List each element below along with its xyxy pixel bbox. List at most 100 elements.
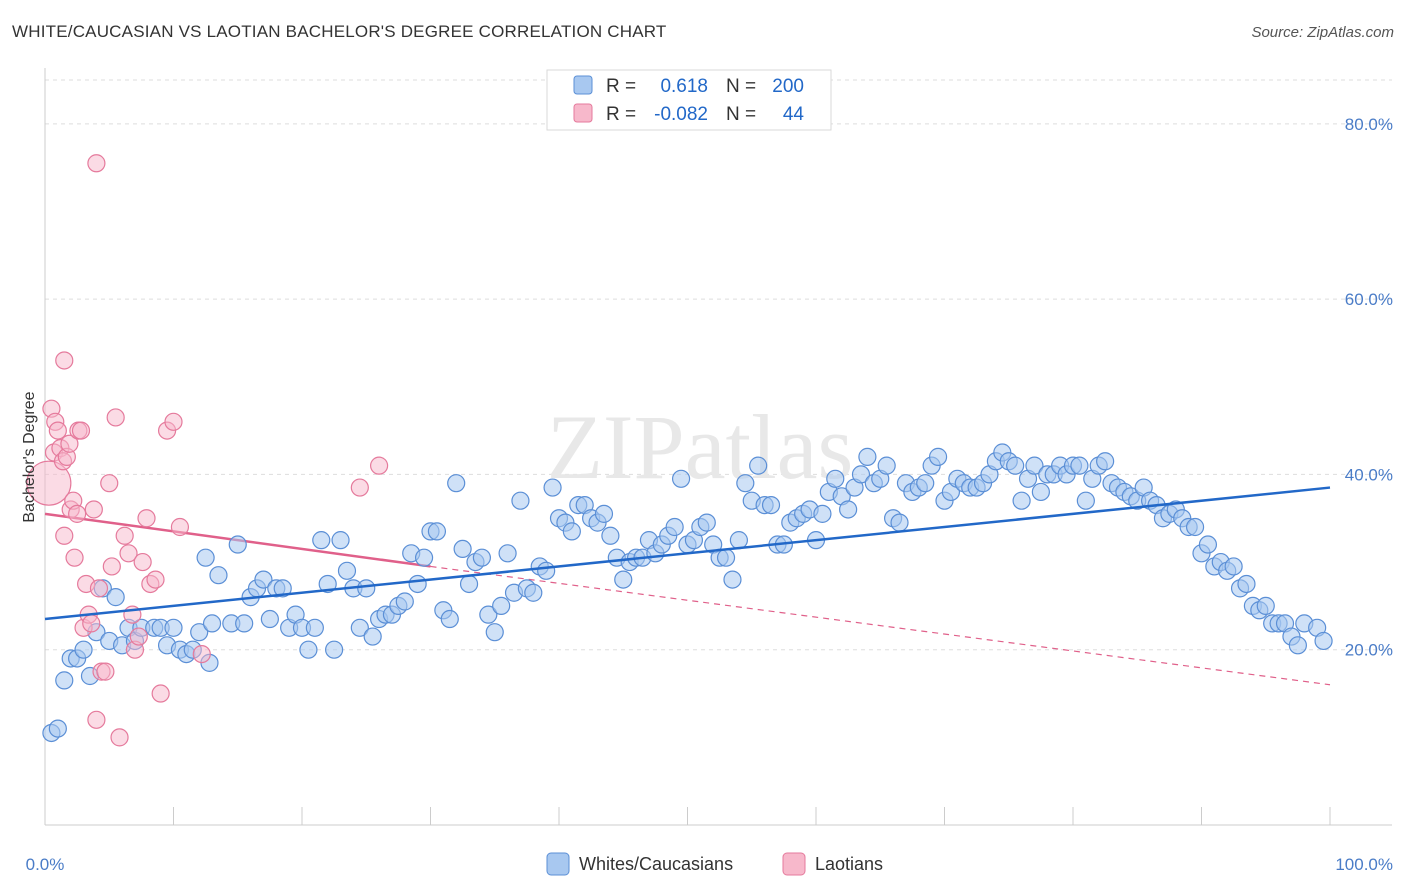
laotians-trend-extension — [430, 565, 1331, 686]
whites-point — [325, 640, 344, 659]
whites-point — [723, 570, 742, 589]
whites-point — [254, 570, 273, 589]
whites-point — [331, 531, 350, 550]
laotians-point — [82, 614, 101, 633]
laotians-point — [151, 684, 170, 703]
whites-point — [235, 614, 254, 633]
whites-point — [858, 447, 877, 466]
whites-point — [1025, 456, 1044, 475]
whites-point — [299, 640, 318, 659]
x-tick-labels: 0.0% 100.0% — [26, 855, 1393, 874]
whites-point — [164, 618, 183, 637]
stat-n-value-2: 44 — [783, 104, 805, 125]
whites-point — [749, 456, 768, 475]
whites-point — [305, 618, 324, 637]
laotians-point — [55, 526, 74, 545]
source-credit: Source: ZipAtlas.com — [1251, 24, 1394, 41]
whites-point — [414, 548, 434, 567]
y-tick-label: 80.0% — [1345, 115, 1393, 134]
whites-point — [1224, 557, 1243, 576]
whites-point — [350, 618, 369, 637]
whites-point — [1314, 631, 1333, 651]
stat-r-value-1: 0.618 — [660, 76, 708, 97]
whites-point — [196, 548, 215, 567]
whites-point — [228, 535, 247, 554]
whites-point — [1031, 482, 1050, 502]
legend-swatch-blue — [573, 75, 593, 95]
whites-point — [671, 469, 691, 488]
stat-r-label-2: R = — [606, 104, 636, 125]
stats-legend: R = 0.618 N = 200 R = -0.082 N = 44 — [546, 69, 832, 131]
laotians-point — [60, 434, 79, 453]
whites-point — [318, 574, 337, 594]
whites-point — [1096, 452, 1115, 471]
whites-point — [562, 522, 581, 541]
y-tick-label: 20.0% — [1345, 641, 1393, 660]
laotians-point — [48, 421, 67, 440]
whites-point — [1006, 456, 1025, 475]
whites-point — [697, 513, 716, 532]
whites-trend-line — [44, 486, 1331, 621]
whites-point — [485, 623, 504, 642]
y-axis-label: Bachelor's Degree — [21, 391, 38, 522]
whites-point — [479, 605, 498, 624]
whites-point — [1012, 491, 1031, 510]
whites-point — [190, 623, 209, 642]
whites-point — [916, 474, 935, 493]
laotians-point — [100, 474, 119, 493]
laotians-point — [26, 460, 72, 506]
whites-trend — [44, 486, 1331, 621]
laotians-point — [146, 570, 165, 589]
stat-n-value-1: 200 — [772, 76, 804, 97]
whites-point — [851, 465, 871, 484]
laotians-point — [89, 579, 109, 598]
legend-item-whites-swatch — [546, 852, 570, 876]
whites-point — [761, 495, 781, 515]
laotians-points — [26, 154, 389, 747]
stat-r-value-2: -0.082 — [654, 104, 708, 125]
whites-point — [459, 574, 479, 594]
whites-point — [537, 561, 556, 580]
whites-point — [543, 478, 562, 497]
whites-point — [826, 469, 845, 488]
whites-points — [42, 443, 1333, 743]
whites-point — [877, 456, 896, 475]
whites-point — [447, 474, 466, 493]
whites-point — [395, 592, 414, 611]
laotians-point — [119, 544, 138, 563]
laotians-point — [129, 627, 148, 646]
whites-point — [357, 579, 376, 598]
laotians-point — [370, 456, 389, 475]
laotians-point — [68, 504, 87, 523]
whites-point — [260, 609, 279, 629]
whites-point — [716, 548, 736, 567]
whites-point — [74, 640, 93, 659]
whites-point — [1198, 535, 1218, 554]
laotians-point — [71, 421, 91, 440]
laotians-point — [133, 552, 152, 572]
legend-item-laotians-label: Laotians — [815, 854, 883, 874]
whites-point — [273, 579, 292, 598]
laotians-point — [87, 154, 106, 173]
stat-r-label-1: R = — [606, 76, 636, 97]
whites-point — [427, 522, 447, 541]
whites-point — [1256, 596, 1275, 615]
whites-point — [1185, 517, 1205, 537]
whites-point — [363, 627, 382, 646]
laotians-point — [110, 728, 129, 747]
whites-point — [440, 609, 459, 629]
whites-point — [209, 566, 228, 585]
x-tick-label: 100.0% — [1335, 855, 1393, 874]
whites-point — [498, 544, 517, 563]
whites-point — [1237, 574, 1256, 594]
axes — [44, 68, 1392, 826]
whites-point — [48, 719, 67, 738]
laotians-point — [170, 517, 190, 537]
whites-point — [524, 583, 543, 602]
watermark: ZIPatlas — [547, 396, 854, 498]
whites-point — [594, 504, 614, 523]
whites-point — [453, 539, 472, 559]
whites-point — [839, 500, 858, 519]
whites-point — [729, 531, 749, 550]
